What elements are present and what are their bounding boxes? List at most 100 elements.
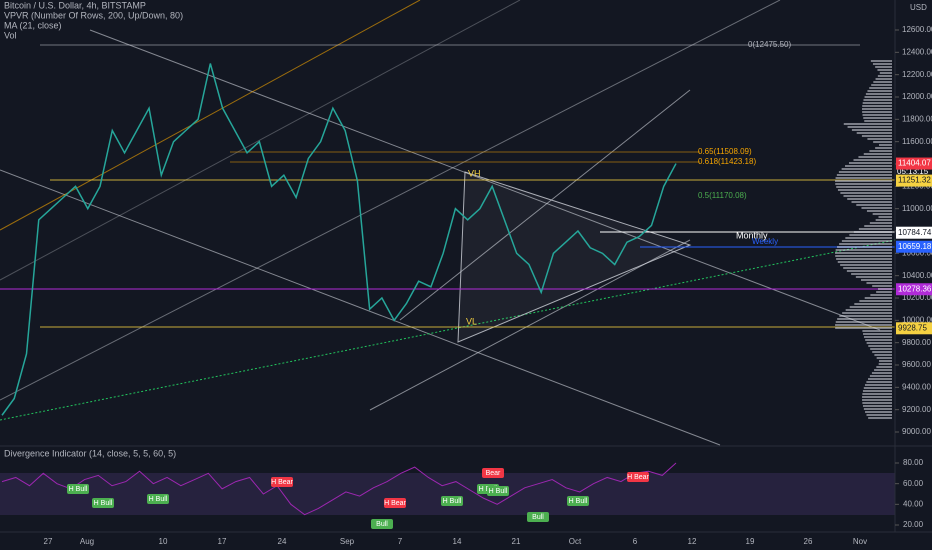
signal-label: Bear [486, 470, 501, 477]
profile-bar [847, 126, 892, 128]
y-tick-label: 10600.00 [902, 248, 932, 257]
profile-bar [869, 222, 892, 224]
profile-bar [866, 414, 892, 416]
profile-bar [845, 165, 892, 167]
signal-label: H Bull [569, 498, 588, 505]
x-tick-label: Nov [853, 537, 867, 546]
signal-badge [527, 512, 549, 522]
fib-label: 0(12475.50) [748, 40, 791, 49]
profile-bar [862, 405, 892, 407]
profile-bar [869, 375, 892, 377]
profile-bar [835, 177, 892, 179]
symbol-title: Bitcoin / U.S. Dollar, 4h, BITSTAMP [4, 0, 146, 10]
profile-bar [875, 66, 892, 68]
profile-bar [840, 264, 892, 266]
signal-label: H Bull [69, 486, 88, 493]
signal-badge [441, 496, 463, 506]
price-tag-label: 10659.18 [898, 242, 932, 251]
y-tick-label: 10200.00 [902, 293, 932, 302]
profile-bar [846, 270, 892, 272]
signal-badge [627, 472, 649, 482]
indicator-label: MA (21, close) [4, 20, 62, 30]
price-tag [896, 174, 932, 187]
profile-bar [835, 249, 892, 251]
profile-bar [869, 87, 892, 89]
profile-bar [872, 213, 892, 215]
profile-bar [853, 231, 892, 233]
profile-bar [869, 150, 892, 152]
x-tick-label: Sep [340, 537, 355, 546]
fib-label: 0.5(11170.08) [698, 191, 747, 200]
x-tick-label: 10 [159, 537, 168, 546]
y-tick-label: 9400.00 [902, 382, 931, 391]
profile-bar [861, 135, 892, 137]
rsi-tick-label: 40.00 [903, 499, 924, 508]
fib-label: 0.618(11423.18) [698, 157, 756, 166]
indicator-label: Vol [4, 30, 17, 40]
profile-bar [863, 336, 892, 338]
rsi-tick-label: 20.00 [903, 520, 924, 529]
profile-bar [874, 354, 892, 356]
signal-badge [384, 498, 406, 508]
signal-badge [567, 496, 589, 506]
profile-bar [863, 153, 892, 155]
profile-bar [849, 306, 892, 308]
profile-bar [862, 111, 892, 113]
profile-bar [835, 327, 892, 329]
y-tick-label: 12200.00 [902, 70, 932, 79]
profile-bar [877, 75, 892, 77]
drawings [0, 0, 896, 446]
x-tick-label: 12 [688, 537, 697, 546]
profile-bar [867, 138, 892, 140]
annotation: Monthly [736, 230, 768, 240]
profile-bar [863, 387, 892, 389]
profile-bar [858, 156, 892, 158]
y-tick-label: 10400.00 [902, 271, 932, 280]
profile-bar [839, 315, 892, 317]
volume-profile [835, 60, 892, 419]
signal-label: H Bear [384, 500, 406, 507]
profile-bar [845, 237, 892, 239]
profile-bar [836, 186, 892, 188]
profile-bar [848, 162, 892, 164]
profile-bar [835, 324, 892, 326]
price-tag-label: 9928.75 [898, 323, 927, 332]
profile-bar [863, 333, 892, 335]
profile-bar [860, 279, 892, 281]
profile-bar [837, 189, 892, 191]
signal-label: H Bull [443, 498, 462, 505]
x-tick-label: 7 [398, 537, 403, 546]
profile-bar [859, 300, 892, 302]
profile-bar [866, 342, 892, 344]
profile-bar [835, 183, 892, 185]
fib-label: 0.65(11508.09) [698, 147, 752, 156]
profile-bar [841, 240, 892, 242]
profile-bar [865, 93, 892, 95]
profile-bar [863, 117, 892, 119]
profile-bar [835, 255, 892, 257]
price-tag-label: 11404.07 [898, 159, 931, 168]
profile-bar [867, 90, 892, 92]
profile-bar [838, 171, 892, 173]
profile-bar [875, 219, 892, 221]
x-tick-label: 24 [278, 537, 287, 546]
rsi-tick-label: 60.00 [903, 479, 924, 488]
price-tag-label: 10278.36 [898, 284, 932, 293]
profile-bar [873, 141, 892, 143]
x-tick-label: 17 [218, 537, 227, 546]
profile-bar [870, 60, 892, 62]
signal-badge [67, 484, 89, 494]
profile-bar [839, 243, 892, 245]
profile-bar [853, 159, 892, 161]
profile-bar [872, 351, 892, 353]
price-tag [896, 240, 932, 253]
x-tick-label: 6 [633, 537, 638, 546]
profile-bar [864, 120, 892, 122]
profile-bar [863, 408, 892, 410]
profile-bar [864, 384, 892, 386]
countdown: 05:13:15 [897, 167, 929, 176]
profile-bar [837, 246, 892, 248]
x-tick-label: Aug [80, 537, 94, 546]
profile-bar [877, 288, 892, 290]
